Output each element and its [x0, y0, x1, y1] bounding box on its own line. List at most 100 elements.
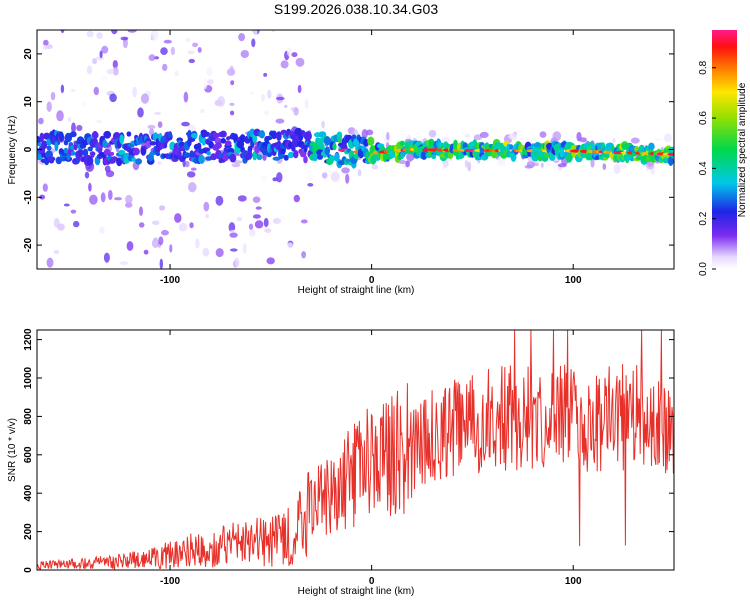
- spectrogram-noise-blob: [186, 171, 196, 178]
- spectrogram-noise-blob: [46, 101, 52, 112]
- spectrogram-noise-blob: [264, 228, 272, 234]
- spectrogram-noise-blob: [159, 205, 166, 211]
- spectrogram-noise-blob: [147, 124, 156, 129]
- spectrogram-noise-blob: [229, 102, 235, 106]
- spectrogram-ridge-cell: [336, 131, 343, 140]
- spectrogram-ridge-cell: [103, 130, 112, 139]
- spectrogram-noise-blob: [99, 226, 105, 234]
- spectrogram-ridge-cell: [47, 156, 56, 162]
- spectrogram-noise-blob: [371, 164, 379, 170]
- spectrogram-noise-blob: [101, 45, 109, 54]
- spectrogram-noise-blob: [645, 160, 655, 170]
- spectrogram-noise-blob: [195, 238, 200, 249]
- spectrogram-noise-blob: [81, 101, 87, 107]
- spectrogram-noise-blob: [509, 132, 518, 141]
- spectrogram-noise-blob: [125, 202, 133, 208]
- spectrogram-ridge-cell: [312, 153, 318, 162]
- spectrogram-ridge-cell: [167, 131, 173, 139]
- spectrogram-noise-blob: [215, 195, 224, 206]
- spectrogram-ridge-cell: [131, 157, 136, 163]
- spectrogram-noise-blob: [154, 111, 162, 116]
- spectrogram-noise-blob: [70, 89, 76, 93]
- spectrogram-noise-blob: [101, 75, 109, 81]
- spectrogram-noise-blob: [275, 118, 285, 124]
- spectrogram-noise-blob: [169, 244, 173, 253]
- spectrogram-ridge-cell: [110, 151, 114, 156]
- spectrogram-ridge-cell: [202, 131, 211, 137]
- spectrogram-noise-blob: [153, 237, 158, 241]
- spectrogram-noise-blob: [252, 30, 258, 37]
- spectrogram-noise-blob: [157, 161, 162, 165]
- colorbar-label: Normalized spectral amplitude: [737, 82, 748, 217]
- spectrogram-ridge-cell: [399, 140, 405, 146]
- spectrogram-ridge-cell: [239, 134, 246, 143]
- spectrogram-ridge-cell: [147, 153, 154, 162]
- spectrogram-noise-blob: [293, 194, 300, 203]
- spectrogram-ridge-cell: [252, 150, 257, 161]
- spectrogram-noise-blob: [127, 30, 137, 33]
- spectrogram-ridge-cell: [118, 149, 126, 155]
- spectrogram-ridge-cell: [431, 154, 437, 160]
- spectrogram-noise-blob: [321, 120, 325, 129]
- spectrogram-noise-blob: [151, 238, 159, 248]
- spectrogram-noise-blob: [217, 96, 225, 107]
- spectrogram-noise-blob: [295, 57, 305, 67]
- spectrogram-y-tick-label: -10: [23, 190, 34, 205]
- spectrogram-noise-blob: [105, 170, 115, 178]
- spectrogram-noise-blob: [178, 222, 188, 232]
- spectrogram-noise-blob: [557, 163, 567, 168]
- spectrogram-ridge-cell: [206, 151, 211, 156]
- spectrogram-ridge-cell: [252, 133, 258, 144]
- spectrogram-y-tick-label: 10: [23, 96, 34, 108]
- spectrogram-noise-blob: [252, 214, 261, 219]
- spectrogram-ridge-cell: [58, 131, 64, 141]
- spectrogram-noise-blob: [174, 213, 182, 223]
- spectrogram-noise-blob: [301, 251, 306, 259]
- spectrogram-noise-blob: [60, 30, 65, 34]
- spectrogram-noise-blob: [240, 50, 249, 58]
- spectrogram-noise-blob: [46, 257, 54, 268]
- spectrogram-ridge-cell: [303, 131, 312, 141]
- spectrogram-noise-blob: [38, 117, 44, 125]
- spectrogram-ridge-cell: [219, 130, 227, 138]
- colorbar-gradient: [712, 30, 737, 269]
- spectrogram-noise-blob: [86, 65, 93, 75]
- spectrogram-noise-blob: [106, 68, 115, 75]
- spectrogram-noise-blob: [228, 222, 236, 233]
- spectrogram-noise-blob: [188, 58, 195, 64]
- spectrogram-noise-blob: [185, 38, 191, 42]
- spectrogram-noise-blob: [263, 217, 269, 228]
- spectrogram-ridge-cell: [191, 132, 198, 139]
- spectrogram-noise-blob: [88, 182, 92, 192]
- spectrogram-noise-blob: [260, 93, 266, 102]
- spectrogram-noise-blob: [267, 89, 272, 99]
- spectrogram-noise-blob: [202, 247, 210, 257]
- spectrogram-y-tick-label: -20: [23, 237, 34, 252]
- spectrogram-noise-blob: [263, 72, 268, 77]
- spectrogram-cells: [37, 30, 674, 269]
- spectrogram-noise-blob: [158, 216, 162, 225]
- spectrogram-noise-blob: [151, 220, 161, 226]
- spectrogram-noise-blob: [96, 119, 102, 124]
- spectrogram-noise-blob: [230, 80, 235, 86]
- spectrogram-noise-blob: [297, 84, 302, 94]
- spectrogram-ridge-cell: [559, 148, 565, 158]
- spectrogram-noise-blob: [234, 257, 240, 268]
- spectrogram-noise-blob: [183, 91, 189, 103]
- spectrogram-noise-blob: [237, 195, 247, 202]
- snr-series-line: [37, 330, 674, 570]
- spectrogram-noise-blob: [524, 165, 533, 169]
- spectrogram-ridge-cell: [566, 153, 573, 163]
- colorbar-axis: 0.0 0.2 0.4 0.6 0.8: [698, 60, 716, 276]
- spectrogram-noise-blob: [278, 216, 286, 220]
- spectrogram-noise-blob: [254, 220, 264, 229]
- spectrogram-noise-blob: [207, 79, 214, 85]
- spectrogram-noise-blob: [664, 133, 672, 143]
- spectrogram-ridge-cell: [293, 150, 299, 159]
- spectrogram-ridge-cell: [320, 143, 325, 151]
- spectrogram-noise-blob: [157, 121, 163, 128]
- spectrogram-ridge-cell: [123, 158, 130, 164]
- spectrogram-noise-blob: [308, 174, 314, 181]
- spectrogram-ridge-cell: [226, 136, 231, 141]
- spectrogram-ridge-cell: [332, 142, 337, 151]
